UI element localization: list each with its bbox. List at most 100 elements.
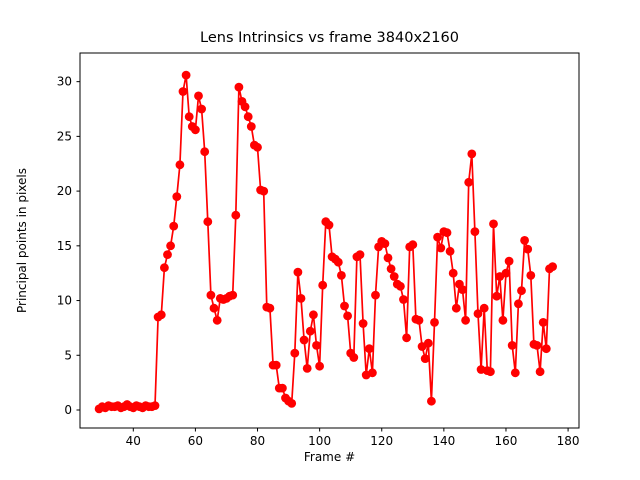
x-tick-label: 140 [432,434,455,448]
y-tick-label: 5 [64,348,72,362]
y-tick-label: 25 [57,129,72,143]
data-point-marker [278,383,287,393]
data-point-marker [489,219,498,229]
data-point-marker [420,354,430,363]
data-point-marker [333,257,343,267]
data-point-marker [156,310,166,320]
data-point-marker [442,228,452,238]
data-point-marker [203,217,213,227]
y-axis-label: Principal points in pixels [15,168,29,313]
data-point-marker [209,303,219,313]
data-point-marker [169,221,179,231]
data-point-marker [197,104,207,114]
data-point-marker [479,303,489,313]
data-point-marker [364,344,374,354]
axis-ticks [76,81,569,432]
data-point-marker [293,267,303,277]
data-point-marker [523,244,533,254]
y-tick-label: 10 [57,294,72,308]
data-point-marker [448,268,458,278]
x-tick-label: 80 [250,434,265,448]
x-tick-label: 120 [370,434,393,448]
y-tick-label: 20 [57,184,72,198]
data-point-marker [402,333,411,343]
x-tick-label: 40 [126,434,141,448]
data-point-marker [371,290,380,300]
data-point-marker [423,338,433,348]
data-point-marker [498,315,508,325]
x-tick-label: 180 [557,434,580,448]
x-axis-label: Frame # [304,450,355,464]
data-point-marker [358,319,368,328]
data-point-marker [228,290,238,300]
data-point-marker [383,253,393,263]
data-point-marker [520,236,529,245]
data-point-marker [458,285,467,294]
data-point-marker [166,241,176,251]
chart-title: Lens Intrinsics vs frame 3840x2160 [200,30,459,46]
data-point-marker [150,401,160,410]
data-point-marker [461,315,470,325]
data-point-marker [386,264,396,274]
data-point-marker [408,240,418,250]
data-point-marker [271,360,281,370]
data-point-marker [368,368,377,378]
data-point-marker [473,309,483,319]
data-point-marker [464,177,474,187]
y-tick-label: 30 [57,75,72,89]
data-point-marker [430,318,439,327]
data-point-marker [355,250,365,259]
data-point-marker [380,239,390,249]
data-point-marker [160,263,169,273]
data-point-marker [299,335,309,345]
data-point-marker [234,82,244,92]
x-tick-label: 60 [188,434,203,448]
data-point-marker [172,192,182,202]
data-point-marker [445,246,455,256]
data-point-marker [470,227,480,237]
data-point-marker [315,361,324,371]
data-point-marker [181,70,191,80]
data-point-marker [302,364,312,373]
data-point-marker [324,220,334,230]
data-point-marker [451,303,461,313]
data-point-marker [206,290,216,300]
data-point-marker [517,286,526,296]
data-point-marker [514,299,523,309]
data-point-marker [178,87,188,96]
series-line [98,74,554,410]
data-point-marker [296,294,306,303]
data-point-marker [240,102,250,112]
data-point-marker [501,268,511,278]
data-point-marker [436,243,446,253]
data-point-marker [541,344,551,354]
data-point-marker [194,91,203,101]
data-point-marker [535,367,545,377]
y-tick-label: 0 [64,403,72,417]
data-point-marker [312,341,321,350]
data-point-marker [243,112,253,122]
data-point-marker [510,368,520,378]
data-point-marker [396,281,405,291]
data-point-marker [212,315,222,325]
x-tick-label: 100 [308,434,331,448]
data-point-marker [349,353,359,362]
data-point-marker [532,341,542,350]
data-point-marker [305,326,315,336]
data-point-marker [340,301,349,311]
plot-frame [79,52,580,429]
data-point-marker [318,280,328,290]
data-point-marker [200,147,210,157]
data-point-marker [486,367,495,377]
data-point-marker [163,250,172,259]
data-point-marker [265,303,275,313]
data-point-marker [259,186,269,196]
data-point-marker [287,399,297,408]
data-point-marker [548,262,557,271]
data-point-marker [389,272,399,281]
axis-tick-labels: 40 60 80 100 120 140 160 180 0 5 10 15 20 25 30 [57,75,580,448]
data-point-marker [253,142,262,152]
data-point-marker [246,122,256,131]
